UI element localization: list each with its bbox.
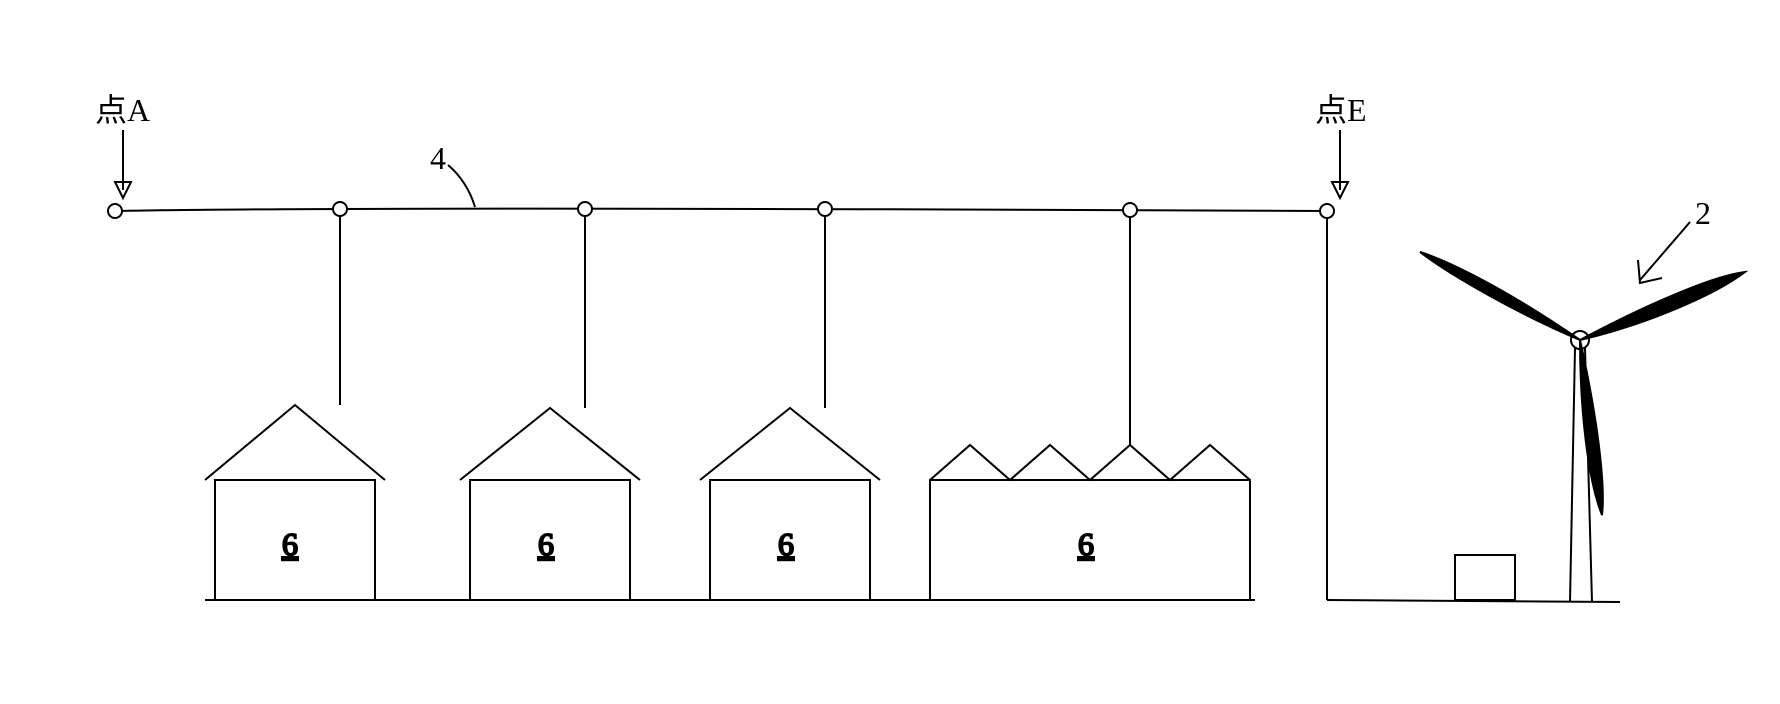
- turbine-ref-label: 2: [1695, 195, 1711, 232]
- point-a-marker: [115, 130, 131, 198]
- house-label: 6: [538, 526, 554, 562]
- house-2: 6: [460, 408, 640, 600]
- wind-turbine: [1327, 252, 1745, 602]
- point-e-marker: [1332, 130, 1348, 198]
- house-label: 6: [282, 526, 298, 562]
- grid-diagram: 6 6 6 6: [0, 0, 1780, 704]
- house-label: 6: [778, 526, 794, 562]
- house-3: 6: [700, 408, 880, 600]
- line-ref-marker: [448, 165, 475, 207]
- house-1: 6: [205, 405, 385, 600]
- point-a-label: 点A: [95, 85, 150, 131]
- factory: 6: [930, 445, 1250, 600]
- main-line: [108, 202, 1334, 218]
- line-ref-label: 4: [430, 140, 446, 177]
- turbine-ref-marker: [1638, 222, 1690, 283]
- house-label: 6: [1078, 526, 1094, 562]
- drop-lines: [340, 216, 1327, 600]
- point-e-label: 点E: [1315, 85, 1367, 131]
